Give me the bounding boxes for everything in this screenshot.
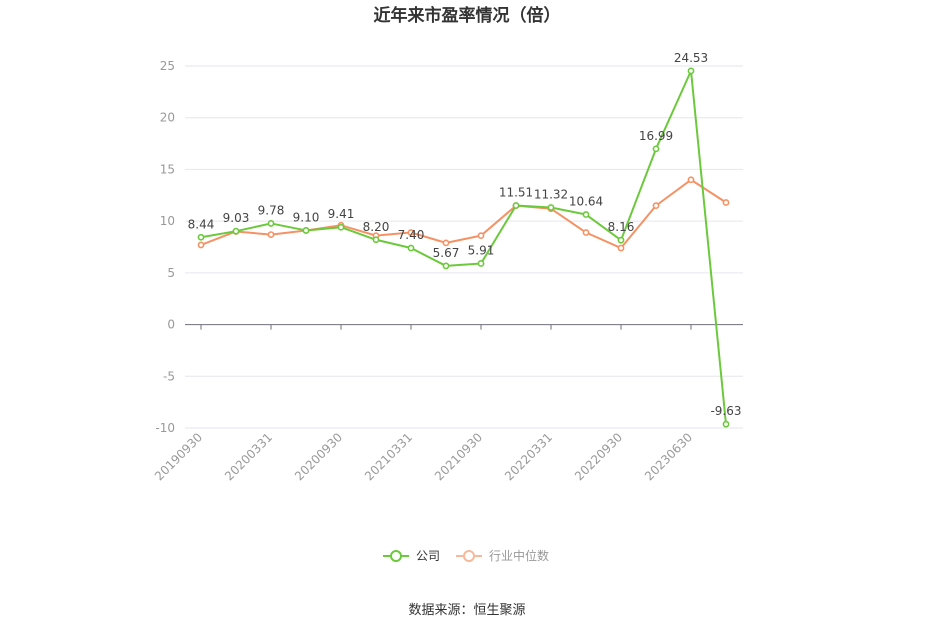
data-point[interactable] <box>442 262 450 270</box>
data-label: 5.67 <box>433 246 460 260</box>
data-point[interactable] <box>407 244 415 252</box>
data-point[interactable] <box>197 241 205 249</box>
data-point[interactable] <box>547 204 555 211</box>
data-label: 11.32 <box>534 187 568 201</box>
series-line-industry-median <box>200 178 727 250</box>
grid <box>185 65 743 429</box>
data-point[interactable] <box>477 260 485 267</box>
y-tick-label: 0 <box>167 318 175 332</box>
x-tick-label: 20200930 <box>292 430 345 483</box>
x-tick-label: 20220331 <box>502 430 555 483</box>
x-tick-label: 20220930 <box>572 430 625 483</box>
x-tick-label: 20210930 <box>432 430 485 483</box>
data-label: 8.44 <box>188 217 215 231</box>
y-tick-label: -10 <box>155 421 175 435</box>
legend-item-industry-median[interactable]: 行业中位数 <box>456 548 549 563</box>
y-axis: 25 20 15 10 5 0 -5 -10 <box>155 59 175 435</box>
y-tick-label: 20 <box>160 111 175 125</box>
data-point[interactable] <box>337 223 345 231</box>
data-point[interactable] <box>652 145 660 153</box>
y-tick-label: 25 <box>160 59 175 73</box>
data-point[interactable] <box>722 199 730 206</box>
data-labels: 8.44 9.03 9.78 9.10 9.41 8.20 7.40 5.67 5.91 11.5… <box>188 51 742 418</box>
y-tick-label: 10 <box>160 214 175 228</box>
data-point[interactable] <box>232 227 240 235</box>
legend-marker <box>390 550 402 562</box>
data-label: 9.78 <box>258 203 285 217</box>
data-label: 8.20 <box>363 220 390 234</box>
data-point[interactable] <box>267 231 275 238</box>
x-tick-label: 20190930 <box>152 430 205 483</box>
data-label: 7.40 <box>398 228 425 242</box>
plot-area <box>197 67 730 428</box>
data-label: -9.63 <box>710 404 741 418</box>
data-label: 9.41 <box>328 207 355 221</box>
series-line-company <box>200 69 727 425</box>
data-point[interactable] <box>302 227 310 234</box>
data-point[interactable] <box>512 202 520 209</box>
data-point[interactable] <box>267 220 275 227</box>
data-point[interactable] <box>442 239 450 247</box>
data-label: 9.10 <box>293 210 320 224</box>
source-note: 数据来源：恒生聚源 <box>408 603 525 618</box>
x-tick-label: 20230630 <box>642 430 695 483</box>
x-tick-label: 20210331 <box>362 430 415 483</box>
data-point[interactable] <box>617 236 625 244</box>
y-tick-label: 15 <box>160 162 175 176</box>
x-axis: 20190930 20200331 20200930 20210331 20210930… <box>152 324 743 483</box>
data-label: 8.16 <box>608 220 635 234</box>
chart-title: 近年来市盈率情况（倍） <box>374 5 561 26</box>
data-point[interactable] <box>372 236 380 244</box>
legend-label: 行业中位数 <box>489 548 549 563</box>
data-point[interactable] <box>722 420 730 428</box>
data-label: 5.91 <box>468 243 495 257</box>
data-point[interactable] <box>197 233 205 241</box>
data-point[interactable] <box>582 229 590 236</box>
y-tick-label: -5 <box>163 369 175 383</box>
data-point[interactable] <box>652 202 660 210</box>
y-tick-label: 5 <box>167 266 175 280</box>
data-label: 16.99 <box>639 129 673 143</box>
legend-marker <box>463 550 475 562</box>
legend-label: 公司 <box>416 549 440 563</box>
data-point[interactable] <box>617 244 625 252</box>
data-point[interactable] <box>582 211 590 218</box>
legend-item-company[interactable]: 公司 <box>383 549 440 563</box>
data-point[interactable] <box>687 176 695 184</box>
data-label: 11.51 <box>499 186 533 200</box>
x-tick-label: 20200331 <box>222 430 275 483</box>
data-point[interactable] <box>477 232 485 240</box>
data-point[interactable] <box>687 67 695 75</box>
data-label: 24.53 <box>674 51 708 65</box>
legend[interactable]: 公司 行业中位数 <box>383 548 549 563</box>
data-label: 10.64 <box>569 195 603 209</box>
data-point[interactable] <box>407 229 415 236</box>
data-label: 9.03 <box>223 211 250 225</box>
